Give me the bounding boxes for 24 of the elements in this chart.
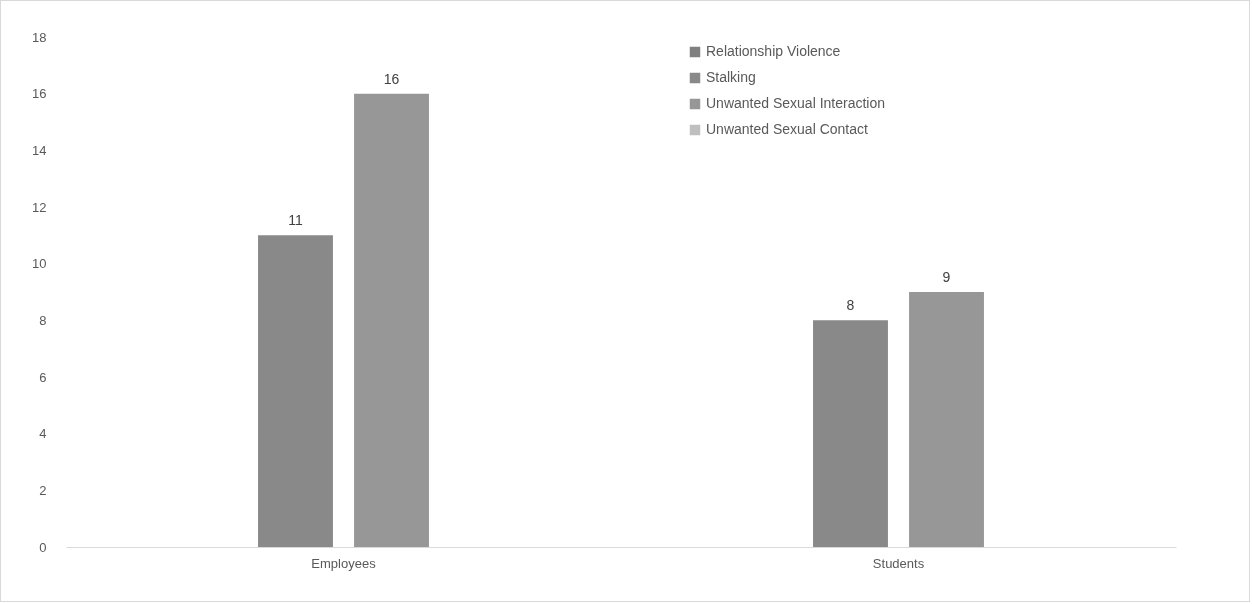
bar <box>813 320 888 547</box>
y-tick-label: 16 <box>32 86 47 102</box>
x-tick-label: Students <box>872 555 925 571</box>
y-tick-label: 14 <box>32 142 47 158</box>
y-tick-label: 10 <box>32 256 47 272</box>
data-label: 16 <box>383 70 400 87</box>
y-tick-label: 12 <box>32 199 47 215</box>
legend-label: Relationship Violence <box>706 43 841 59</box>
data-label: 11 <box>288 212 303 229</box>
legend-label: Unwanted Sexual Interaction <box>706 95 885 111</box>
y-tick-label: 6 <box>39 369 47 385</box>
x-tick-label: Employees <box>311 555 377 571</box>
bar <box>354 93 429 547</box>
data-label: 9 <box>942 269 951 285</box>
y-tick-label: 18 <box>32 29 47 45</box>
legend-label: Stalking <box>706 69 756 85</box>
bar <box>258 235 333 547</box>
y-tick-label: 2 <box>39 482 47 498</box>
legend-label: Unwanted Sexual Contact <box>706 121 868 137</box>
bar <box>909 292 984 547</box>
y-tick-label: 8 <box>39 312 47 328</box>
data-label: 8 <box>846 297 855 314</box>
y-tick-label: 4 <box>39 426 47 442</box>
y-tick-label: 0 <box>39 539 47 555</box>
